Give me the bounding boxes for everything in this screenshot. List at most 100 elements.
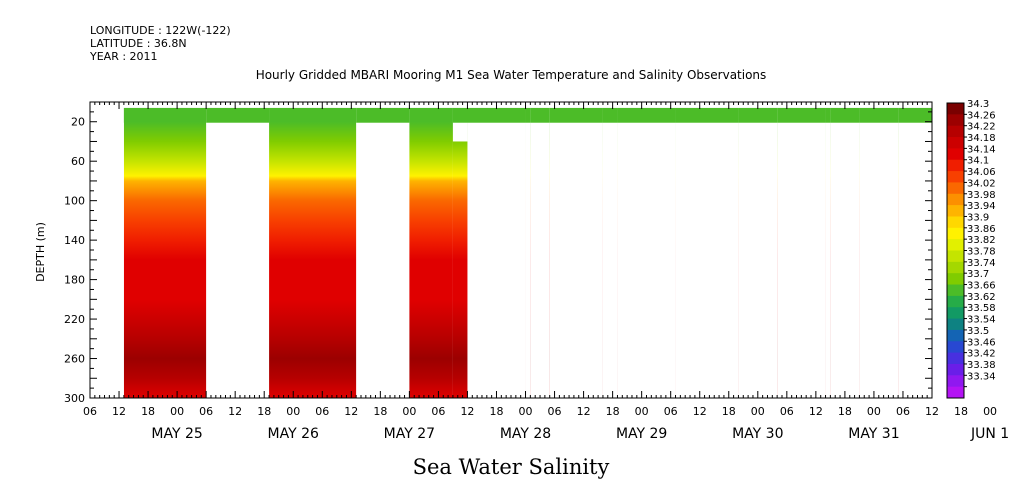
missing-data-region bbox=[859, 122, 899, 398]
colorbar-swatch bbox=[947, 329, 964, 342]
colorbar-label: 33.94 bbox=[967, 201, 996, 212]
missing-data-region bbox=[617, 122, 676, 398]
x-tick-label: 06 bbox=[431, 405, 445, 418]
colorbar-swatch bbox=[947, 318, 964, 331]
colorbar-label: 33.86 bbox=[967, 224, 996, 235]
latitude-label: LATITUDE : 36.8N bbox=[90, 37, 187, 50]
chart-subtitle: Sea Water Salinity bbox=[412, 455, 610, 479]
missing-data-region bbox=[830, 122, 860, 398]
x-tick-label: 06 bbox=[780, 405, 794, 418]
x-tick-label: 18 bbox=[606, 405, 620, 418]
missing-data-region bbox=[452, 122, 468, 142]
colorbar-swatch bbox=[947, 125, 964, 138]
missing-data-region bbox=[675, 122, 739, 398]
missing-data-region bbox=[467, 122, 526, 398]
x-tick-label: 18 bbox=[257, 405, 271, 418]
colorbar-label: 33.82 bbox=[967, 235, 996, 246]
colorbar-label: 33.98 bbox=[967, 190, 996, 201]
colorbar-label: 34.14 bbox=[967, 144, 996, 155]
colorbar-label: 34.06 bbox=[967, 167, 996, 178]
colorbar-swatch bbox=[947, 103, 964, 115]
colorbar-swatch bbox=[947, 295, 964, 308]
x-day-label: JUN 1 bbox=[970, 426, 1009, 442]
colorbar-label: 33.5 bbox=[967, 326, 989, 337]
x-tick-label: 06 bbox=[199, 405, 213, 418]
colorbar-swatch bbox=[947, 307, 964, 320]
colorbar-label: 33.34 bbox=[967, 371, 996, 382]
x-day-label: MAY 26 bbox=[268, 426, 319, 442]
colorbar-label: 34.02 bbox=[967, 178, 996, 189]
colorbar-label: 33.58 bbox=[967, 303, 996, 314]
y-tick-label: 100 bbox=[64, 195, 85, 208]
chart-title: Hourly Gridded MBARI Mooring M1 Sea Wate… bbox=[255, 68, 767, 82]
missing-data-region bbox=[777, 122, 826, 398]
colorbar-swatch bbox=[947, 284, 964, 297]
x-day-label: MAY 25 bbox=[151, 426, 202, 442]
x-tick-label: 12 bbox=[460, 405, 474, 418]
x-tick-label: 00 bbox=[867, 405, 881, 418]
x-tick-label: 12 bbox=[925, 405, 939, 418]
colorbar-swatch bbox=[947, 182, 964, 195]
colorbar-label: 33.78 bbox=[967, 247, 996, 258]
x-tick-label: 06 bbox=[83, 405, 97, 418]
colorbar-label: 34.3 bbox=[967, 99, 989, 110]
x-day-label: MAY 29 bbox=[616, 426, 667, 442]
colorbar-label: 33.42 bbox=[967, 349, 996, 360]
x-tick-label: 00 bbox=[635, 405, 649, 418]
y-tick-label: 140 bbox=[64, 234, 85, 247]
x-tick-label: 12 bbox=[809, 405, 823, 418]
colorbar-label: 33.66 bbox=[967, 281, 996, 292]
x-tick-label: 12 bbox=[112, 405, 126, 418]
y-tick-label: 300 bbox=[64, 392, 85, 405]
x-tick-label: 18 bbox=[373, 405, 387, 418]
x-tick-label: 06 bbox=[896, 405, 910, 418]
missing-data-region bbox=[525, 122, 531, 398]
x-tick-label: 06 bbox=[315, 405, 329, 418]
colorbar-swatch bbox=[947, 261, 964, 274]
x-tick-label: 18 bbox=[489, 405, 503, 418]
missing-data-region bbox=[206, 122, 270, 398]
colorbar-swatch bbox=[947, 273, 964, 286]
y-axis: 20 60 100 140 180 220 260 300 bbox=[64, 101, 932, 405]
x-day-label: MAY 31 bbox=[848, 426, 899, 442]
x-day-label: MAY 30 bbox=[732, 426, 783, 442]
colorbar-label: 33.46 bbox=[967, 337, 996, 348]
missing-data-region bbox=[825, 122, 831, 398]
x-tick-label: 00 bbox=[286, 405, 300, 418]
colorbar-swatch bbox=[947, 363, 964, 376]
colorbar-swatch bbox=[947, 386, 964, 399]
x-tick-label: 06 bbox=[548, 405, 562, 418]
colorbar-swatch bbox=[947, 341, 964, 354]
colorbar-swatch bbox=[947, 250, 964, 263]
colorbar-swatch bbox=[947, 205, 964, 217]
colorbar-swatch bbox=[947, 137, 964, 149]
year-label: YEAR : 2011 bbox=[90, 50, 158, 63]
x-tick-label: 00 bbox=[751, 405, 765, 418]
y-tick-label: 20 bbox=[71, 116, 85, 129]
plot-area bbox=[89, 101, 933, 399]
colorbar-swatch bbox=[947, 227, 964, 240]
x-tick-label: 00 bbox=[983, 405, 997, 418]
colorbar-label: 33.74 bbox=[967, 258, 996, 269]
colorbar-label: 34.26 bbox=[967, 110, 996, 121]
x-tick-label: 18 bbox=[141, 405, 155, 418]
x-day-label: MAY 27 bbox=[384, 426, 435, 442]
colorbar-swatch bbox=[947, 159, 964, 172]
data-segment bbox=[409, 107, 453, 399]
colorbar-swatch bbox=[947, 171, 964, 183]
colorbar-label: 34.18 bbox=[967, 133, 996, 144]
data-segment bbox=[123, 107, 207, 399]
x-tick-label: 06 bbox=[664, 405, 678, 418]
missing-data-region bbox=[738, 122, 778, 398]
colorbar-swatch bbox=[947, 216, 964, 229]
colorbar-label: 34.22 bbox=[967, 122, 996, 133]
colorbar-swatch bbox=[947, 352, 964, 365]
x-tick-label: 12 bbox=[228, 405, 242, 418]
colorbar-swatch bbox=[947, 148, 964, 161]
colorbar-swatch bbox=[947, 114, 964, 127]
x-tick-label: 18 bbox=[838, 405, 852, 418]
missing-data-region bbox=[356, 122, 410, 398]
x-axis: 06 12 18 00 06 12 18 00 06 12 18 00 06 12 18 00 06 12 18 00… bbox=[83, 102, 1009, 442]
colorbar-swatch bbox=[947, 375, 964, 388]
